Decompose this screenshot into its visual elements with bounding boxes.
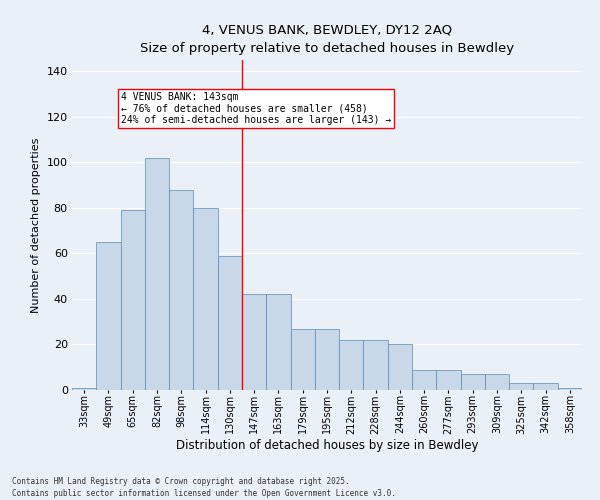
Bar — [315, 328, 339, 390]
Bar — [121, 210, 145, 390]
Bar — [218, 256, 242, 390]
Bar — [242, 294, 266, 390]
Bar — [388, 344, 412, 390]
X-axis label: Distribution of detached houses by size in Bewdley: Distribution of detached houses by size … — [176, 439, 478, 452]
Bar — [96, 242, 121, 390]
Bar — [193, 208, 218, 390]
Bar — [290, 328, 315, 390]
Bar — [169, 190, 193, 390]
Title: 4, VENUS BANK, BEWDLEY, DY12 2AQ
Size of property relative to detached houses in: 4, VENUS BANK, BEWDLEY, DY12 2AQ Size of… — [140, 24, 514, 54]
Y-axis label: Number of detached properties: Number of detached properties — [31, 138, 41, 312]
Bar — [436, 370, 461, 390]
Bar — [412, 370, 436, 390]
Bar — [72, 388, 96, 390]
Text: 4 VENUS BANK: 143sqm
← 76% of detached houses are smaller (458)
24% of semi-deta: 4 VENUS BANK: 143sqm ← 76% of detached h… — [121, 92, 391, 125]
Bar — [339, 340, 364, 390]
Bar — [461, 374, 485, 390]
Bar — [485, 374, 509, 390]
Bar — [558, 388, 582, 390]
Bar — [145, 158, 169, 390]
Bar — [364, 340, 388, 390]
Bar — [509, 383, 533, 390]
Bar — [266, 294, 290, 390]
Text: Contains HM Land Registry data © Crown copyright and database right 2025.
Contai: Contains HM Land Registry data © Crown c… — [12, 476, 396, 498]
Bar — [533, 383, 558, 390]
